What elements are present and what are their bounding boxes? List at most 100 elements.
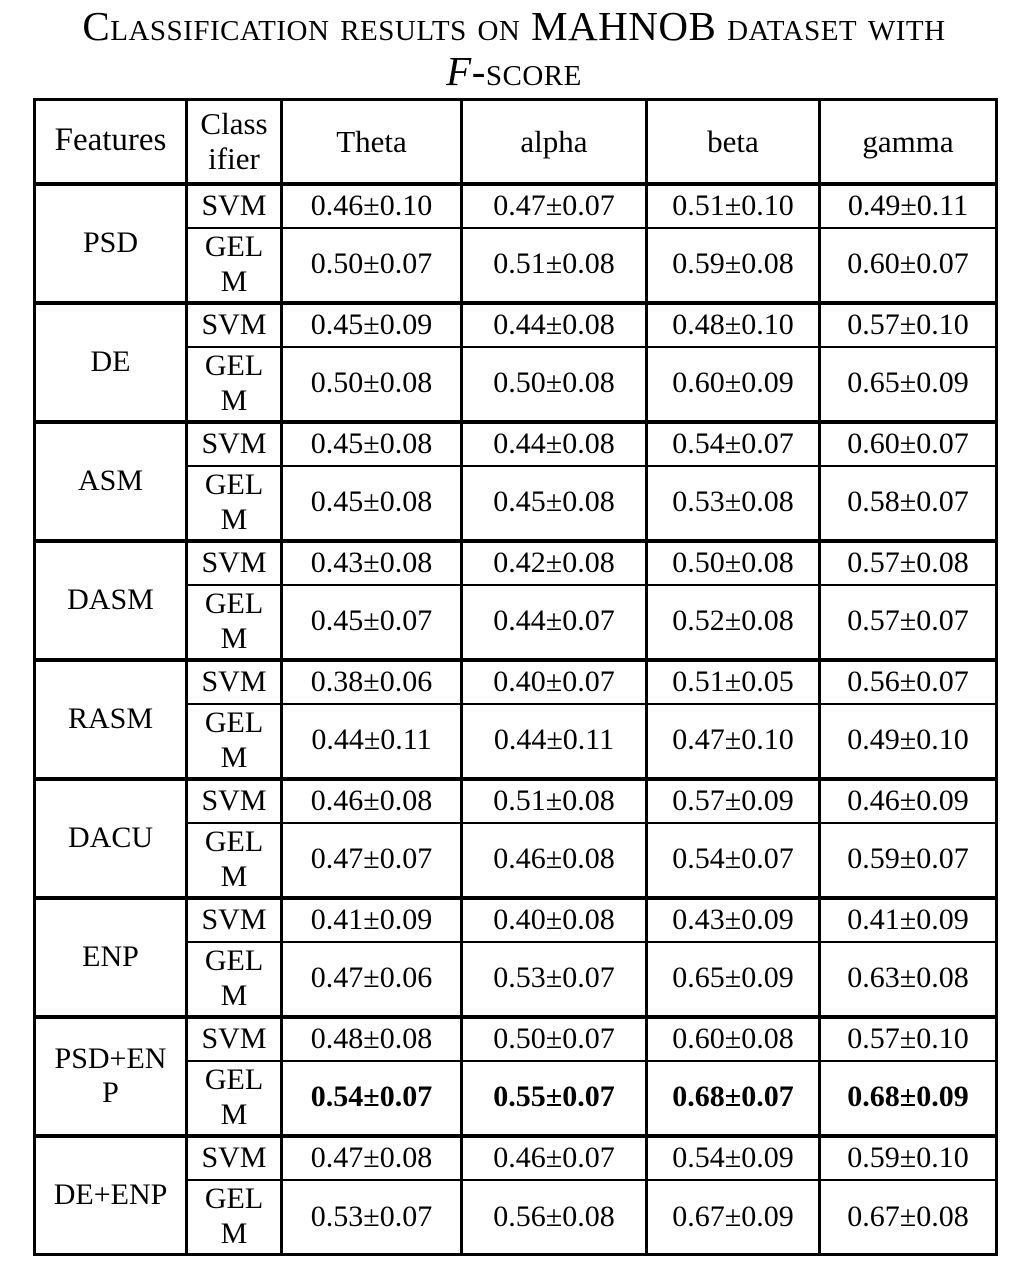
value-cell: 0.56±0.08 [460,1178,648,1257]
value-cell: 0.57±0.08 [818,538,998,586]
value-cell: 0.54±0.07 [645,419,821,467]
value-cell: 0.45±0.08 [460,464,648,543]
value-cell: 0.44±0.08 [460,300,648,348]
value-cell: 0.38±0.06 [280,657,463,705]
value-cell: 0.44±0.07 [460,583,648,662]
table-row: GEL M 0.50±0.07 0.51±0.08 0.59±0.08 0.60±0.0… [35,226,998,305]
classifier-cell: GEL M [185,940,283,1019]
feature-cell: DE+ENP [33,1133,188,1256]
value-cell: 0.49±0.10 [818,702,998,781]
value-cell: 0.63±0.08 [818,940,998,1019]
column-header-alpha: alpha [460,98,648,185]
feature-cell: PSD [33,181,188,304]
value-cell: 0.68±0.07 [645,1059,821,1138]
table-row: PSD SVM 0.46±0.10 0.47±0.07 0.51±0.10 0.49±0.… [33,181,998,304]
value-cell: 0.50±0.08 [645,538,821,586]
feature-cell: DACU [33,776,188,899]
value-cell: 0.45±0.07 [280,583,463,662]
value-cell: 0.57±0.10 [818,300,998,348]
table-row: RASM SVM 0.38±0.06 0.40±0.07 0.51±0.05 0.56±0… [33,657,998,780]
value-cell: 0.40±0.08 [460,895,648,943]
value-cell: 0.41±0.09 [280,895,463,943]
classifier-cell: SVM [185,657,283,705]
table-row: ASM SVM 0.45±0.08 0.44±0.08 0.54±0.07 0.60±0.… [33,419,998,542]
classifier-cell: GEL M [185,226,283,305]
column-header-classifier: Class ifier [185,98,283,185]
feature-cell: ASM [33,419,188,542]
value-cell: 0.42±0.08 [460,538,648,586]
value-cell: 0.51±0.08 [460,776,648,824]
classifier-cell: SVM [185,300,283,348]
value-cell: 0.52±0.08 [645,583,821,662]
value-cell: 0.53±0.07 [460,940,648,1019]
value-cell: 0.45±0.08 [280,464,463,543]
table-row: GEL M 0.53±0.07 0.56±0.08 0.67±0.09 0.67±0.0… [35,1178,998,1257]
value-cell: 0.47±0.10 [645,702,821,781]
value-cell: 0.54±0.09 [645,1133,821,1181]
value-cell: 0.50±0.08 [460,345,648,424]
value-cell: 0.59±0.07 [818,821,998,900]
value-cell: 0.44±0.11 [460,702,648,781]
classifier-cell: GEL M [185,1059,283,1138]
value-cell: 0.53±0.08 [645,464,821,543]
value-cell: 0.67±0.08 [818,1178,998,1257]
feature-cell: DE [33,300,188,423]
table-row: DE+ENP SVM 0.47±0.08 0.46±0.07 0.54±0.09 0.59… [33,1133,998,1256]
table-row: GEL M 0.50±0.08 0.50±0.08 0.60±0.09 0.65±0.0… [35,345,998,424]
value-cell: 0.53±0.07 [280,1178,463,1257]
classifier-cell: SVM [185,181,283,229]
value-cell: 0.46±0.08 [460,821,648,900]
value-cell: 0.59±0.08 [645,226,821,305]
value-cell: 0.44±0.11 [280,702,463,781]
value-cell: 0.67±0.09 [645,1178,821,1257]
column-header-gamma: gamma [818,98,998,185]
table-title-fscore-italic: F [446,48,472,95]
classifier-cell: SVM [185,1133,283,1181]
classifier-cell: GEL M [185,702,283,781]
feature-cell: DASM [33,538,188,661]
classifier-cell: GEL M [185,583,283,662]
value-cell: 0.51±0.10 [645,181,821,229]
table-row: PSD+EN P SVM 0.48±0.08 0.50±0.07 0.60±0.08 0.… [33,1014,998,1137]
value-cell: 0.46±0.10 [280,181,463,229]
classifier-cell: GEL M [185,1178,283,1257]
value-cell: 0.55±0.07 [460,1059,648,1138]
value-cell: 0.51±0.08 [460,226,648,305]
value-cell: 0.41±0.09 [818,895,998,943]
value-cell: 0.47±0.06 [280,940,463,1019]
value-cell: 0.54±0.07 [280,1059,463,1138]
value-cell: 0.60±0.07 [818,226,998,305]
value-cell: 0.58±0.07 [818,464,998,543]
value-cell: 0.40±0.07 [460,657,648,705]
value-cell: 0.47±0.08 [280,1133,463,1181]
value-cell: 0.46±0.07 [460,1133,648,1181]
value-cell: 0.43±0.08 [280,538,463,586]
classifier-cell: SVM [185,538,283,586]
value-cell: 0.59±0.10 [818,1133,998,1181]
table-title-line1: Classification results on MAHNOB dataset… [82,3,946,49]
value-cell: 0.65±0.09 [645,940,821,1019]
value-cell: 0.46±0.08 [280,776,463,824]
value-cell: 0.60±0.09 [645,345,821,424]
table-row: GEL M 0.45±0.08 0.45±0.08 0.53±0.08 0.58±0.0… [35,464,998,543]
value-cell: 0.60±0.07 [818,419,998,467]
value-cell: 0.49±0.11 [818,181,998,229]
classifier-cell: GEL M [185,464,283,543]
value-cell: 0.60±0.08 [645,1014,821,1062]
value-cell: 0.56±0.07 [818,657,998,705]
table-row: GEL M 0.44±0.11 0.44±0.11 0.47±0.10 0.49±0.1… [35,702,998,781]
table-row: GEL M 0.47±0.06 0.53±0.07 0.65±0.09 0.63±0.0… [35,940,998,1019]
feature-cell: RASM [33,657,188,780]
value-cell: 0.54±0.07 [645,821,821,900]
value-cell: 0.68±0.09 [818,1059,998,1138]
value-cell: 0.47±0.07 [460,181,648,229]
table-row: ENP SVM 0.41±0.09 0.40±0.08 0.43±0.09 0.41±0.… [33,895,998,1018]
value-cell: 0.51±0.05 [645,657,821,705]
value-cell: 0.65±0.09 [818,345,998,424]
results-table: Features Class ifier Theta alpha beta ga… [33,98,998,1257]
feature-cell: ENP [33,895,188,1018]
column-header-beta: beta [645,98,821,185]
value-cell: 0.46±0.09 [818,776,998,824]
classifier-cell: SVM [185,776,283,824]
value-cell: 0.44±0.08 [460,419,648,467]
